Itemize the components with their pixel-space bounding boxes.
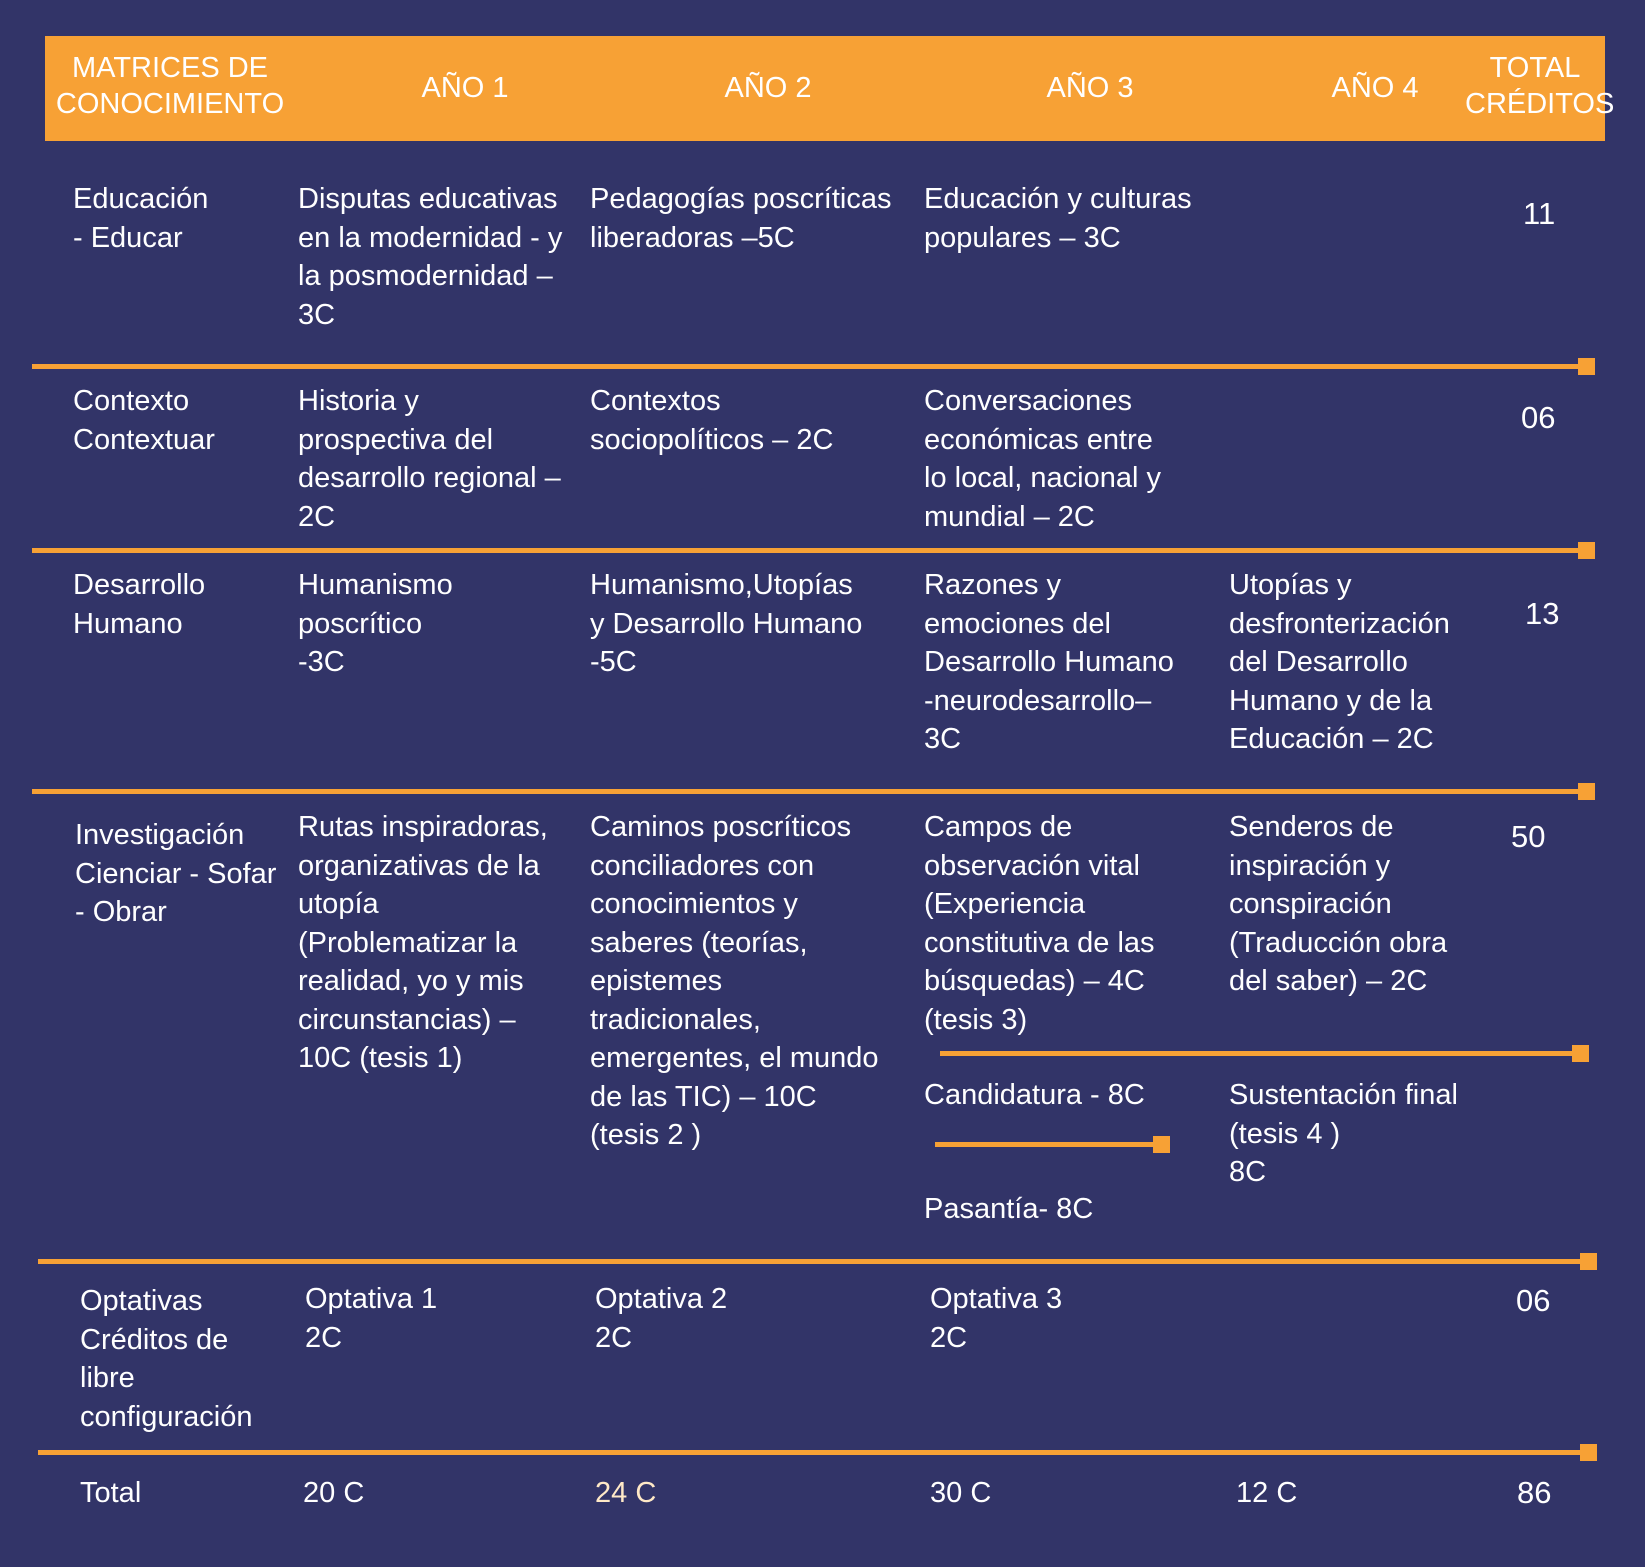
- total-year4: 12 C: [1236, 1477, 1298, 1509]
- total-year3: 30 C: [930, 1477, 992, 1509]
- cell-desarrollo-year3: Razones y emociones del Desarrollo Human…: [924, 569, 1174, 755]
- matrix-desarrollo-humano: Desarrollo Humano: [73, 569, 206, 640]
- header-matrices: MATRICES DE CONOCIMIENTO: [55, 52, 285, 120]
- cell-optativa-3: Optativa 3 2C: [930, 1283, 1063, 1354]
- row-divider: [38, 1253, 1597, 1270]
- total-year1: 20 C: [303, 1477, 365, 1509]
- sub-divider: [935, 1136, 1170, 1153]
- total-contexto: 06: [1521, 400, 1556, 435]
- cell-investigacion-year2: Caminos poscríticos conciliadores con co…: [590, 811, 879, 1151]
- cell-candidatura: Candidatura - 8C: [924, 1079, 1145, 1111]
- row-divider: [32, 358, 1595, 375]
- cell-pasantia: Pasantía- 8C: [924, 1193, 1094, 1225]
- matrix-investigacion: Investigación Cienciar - Sofar - Obrar: [75, 819, 277, 928]
- matrix-contexto: Contexto Contextuar: [73, 385, 215, 456]
- cell-optativa-1: Optativa 1 2C: [305, 1283, 438, 1354]
- header-year-1: AÑO 1: [421, 72, 509, 104]
- header-year-2: AÑO 2: [724, 72, 812, 104]
- matrix-educacion: Educación - Educar: [73, 183, 209, 254]
- cell-contexto-year1: Historia y prospectiva del desarrollo re…: [298, 385, 561, 533]
- total-label: Total: [80, 1477, 142, 1509]
- cell-educacion-year2: Pedagogías poscríticas liberadoras –5C: [590, 183, 892, 254]
- row-divider: [32, 542, 1595, 559]
- header-year-3: AÑO 3: [1046, 72, 1134, 104]
- cell-investigacion-year3: Campos de observación vital (Experiencia…: [924, 811, 1155, 1036]
- sub-divider: [940, 1045, 1589, 1062]
- cell-desarrollo-year2: Humanismo,Utopías y Desarrollo Humano -5…: [590, 569, 863, 678]
- matrix-optativas: Optativas Créditos de libre configuració…: [80, 1285, 253, 1433]
- cell-educacion-year1: Disputas educativas en la modernidad - y…: [298, 183, 563, 331]
- total-desarrollo: 13: [1525, 596, 1560, 631]
- total-year2: 24 C: [595, 1477, 657, 1509]
- table-header: MATRICES DE CONOCIMIENTO AÑO 1 AÑO 2 AÑO…: [45, 36, 1615, 141]
- grand-total: 86: [1517, 1475, 1552, 1510]
- cell-contexto-year2: Contextos sociopolíticos – 2C: [590, 385, 834, 456]
- cell-sustentacion-final: Sustentación final (tesis 4 ) 8C: [1229, 1079, 1458, 1188]
- total-investigacion: 50: [1511, 819, 1546, 854]
- total-optativas: 06: [1516, 1283, 1551, 1318]
- row-divider: [38, 1444, 1597, 1461]
- cell-investigacion-year1: Rutas inspiradoras, organizativas de la …: [298, 811, 548, 1074]
- cell-desarrollo-year4: Utopías y desfronterización del Desarrol…: [1229, 569, 1450, 755]
- cell-desarrollo-year1: Humanismo poscrítico -3C: [298, 569, 453, 678]
- header-year-4: AÑO 4: [1331, 72, 1419, 104]
- cell-optativa-2: Optativa 2 2C: [595, 1283, 728, 1354]
- row-divider: [32, 783, 1595, 800]
- cell-educacion-year3: Educación y culturas populares – 3C: [924, 183, 1192, 254]
- cell-contexto-year3: Conversaciones económicas entre lo local…: [924, 385, 1161, 533]
- header-total-creditos: TOTAL CRÉDITOS: [1465, 52, 1615, 120]
- total-educacion: 11: [1523, 196, 1556, 231]
- cell-investigacion-year4: Senderos de inspiración y conspiración (…: [1229, 811, 1448, 997]
